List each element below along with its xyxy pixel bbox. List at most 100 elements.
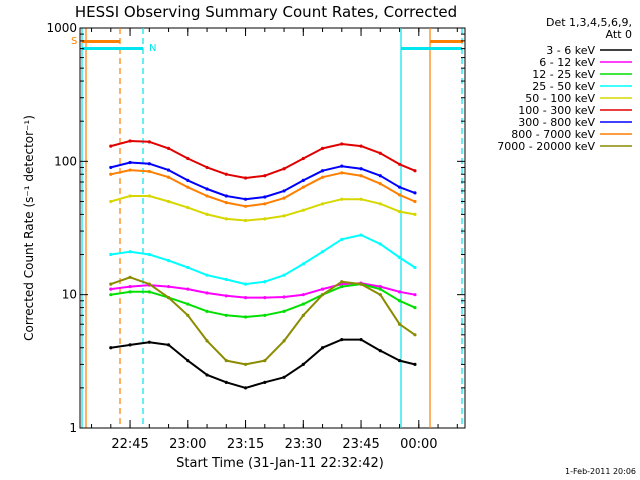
data-point (147, 282, 151, 286)
data-point (224, 172, 228, 176)
data-point (413, 293, 417, 297)
data-point (378, 349, 382, 353)
data-point (378, 284, 382, 289)
data-point (186, 313, 190, 317)
data-point (243, 315, 248, 319)
data-point (378, 202, 382, 206)
data-point (205, 339, 209, 343)
chart-title: HESSI Observing Summary Count Rates, Cor… (75, 3, 457, 21)
data-point (109, 199, 113, 204)
series-line (110, 338, 416, 389)
data-point (166, 199, 171, 204)
data-point (243, 218, 248, 223)
data-point (413, 265, 417, 270)
data-point (301, 313, 305, 317)
data-point (109, 252, 113, 257)
data-point (301, 185, 305, 189)
legend-label: 800 - 7000 keV (511, 128, 595, 141)
data-point (109, 144, 113, 148)
series-line (110, 234, 416, 286)
data-point (359, 338, 363, 342)
x-tick-label: 23:00 (169, 437, 206, 452)
data-point (282, 339, 286, 343)
data-point (320, 346, 325, 350)
data-point (128, 160, 132, 165)
data-point (301, 208, 305, 212)
data-point (243, 386, 248, 390)
data-point (378, 242, 382, 246)
data-point (263, 359, 267, 363)
data-point (224, 277, 228, 282)
legend-label: 7000 - 20000 keV (497, 140, 595, 153)
data-point (263, 313, 267, 317)
data-point (205, 273, 209, 277)
data-point (166, 284, 171, 289)
y-axis-label: Corrected Count Rate (s⁻¹ detector⁻¹) (22, 115, 36, 341)
x-tick-label: 23:15 (227, 437, 264, 452)
data-point (301, 302, 305, 306)
data-point (166, 168, 171, 172)
data-point (186, 265, 190, 270)
data-point (224, 380, 228, 384)
data-point (301, 178, 305, 182)
data-point (282, 375, 286, 379)
legend-label: 300 - 800 keV (518, 116, 595, 129)
y-tick-label: 100 (54, 154, 77, 168)
plot-area (79, 27, 466, 429)
data-point (397, 359, 402, 363)
data-point (263, 202, 267, 206)
legend-label: 6 - 12 keV (539, 56, 595, 69)
data-point (301, 156, 305, 161)
data-point (397, 299, 402, 303)
data-point (301, 293, 305, 297)
data-point (147, 169, 151, 174)
data-point (413, 212, 417, 216)
data-point (224, 201, 228, 205)
data-point (263, 380, 267, 384)
data-point (186, 178, 190, 182)
data-point (378, 182, 382, 186)
data-point (397, 255, 402, 260)
data-point (263, 296, 267, 300)
data-point (378, 293, 382, 297)
data-point (282, 309, 286, 313)
data-point (186, 287, 190, 291)
data-point (128, 284, 132, 289)
data-point (166, 296, 171, 300)
data-point (205, 373, 209, 377)
data-point (413, 169, 417, 173)
x-tick-label: 22:45 (111, 437, 148, 452)
y-axis: 1 10 100 1000 (46, 21, 465, 435)
data-point (166, 146, 171, 151)
data-point (340, 164, 344, 168)
data-point (397, 185, 402, 189)
data-point (224, 313, 228, 317)
data-point (205, 212, 209, 216)
data-point (340, 171, 344, 175)
data-point (109, 346, 113, 350)
data-point (378, 287, 382, 291)
data-point (359, 282, 363, 286)
data-point (282, 167, 286, 171)
data-point (205, 194, 209, 198)
data-point (378, 151, 382, 155)
data-point (263, 174, 267, 178)
data-point (397, 209, 402, 214)
data-point (340, 142, 344, 146)
data-point (263, 280, 267, 284)
data-point (301, 262, 305, 266)
data-point (186, 302, 190, 306)
data-point (224, 194, 228, 198)
data-point (147, 140, 151, 144)
data-point (166, 343, 171, 347)
data-point (263, 195, 267, 199)
x-axis-label: Start Time (31-Jan-11 22:32:42) (176, 456, 384, 471)
series-line (110, 161, 416, 201)
footer-date: 1-Feb-2011 20:06 (565, 467, 636, 476)
data-point (224, 294, 228, 298)
data-point (109, 293, 113, 297)
legend-header-line-2: Att 0 (606, 28, 632, 41)
data-point (359, 144, 363, 148)
data-point (186, 156, 190, 161)
